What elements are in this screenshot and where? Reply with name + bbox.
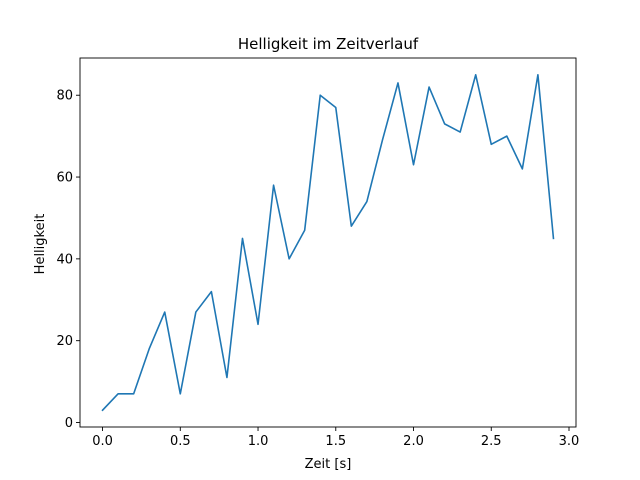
y-tick-label: 0 bbox=[65, 416, 73, 431]
plot-area bbox=[79, 57, 577, 428]
y-tick-label: 60 bbox=[56, 171, 73, 186]
plot-frame bbox=[79, 57, 577, 428]
x-tick-label: 3.0 bbox=[559, 434, 580, 449]
y-axis-label: Helligkeit bbox=[33, 214, 48, 275]
chart-title: Helligkeit im Zeitverlauf bbox=[238, 35, 419, 53]
x-tick-label: 2.0 bbox=[403, 434, 424, 449]
x-axis-label: Zeit [s] bbox=[305, 457, 352, 472]
y-tick-label: 40 bbox=[56, 252, 73, 267]
x-tick-label: 1.5 bbox=[325, 434, 346, 449]
x-axis: 0.0 0.5 1.0 1.5 2.0 2.5 3.0 bbox=[92, 427, 579, 449]
x-tick-label: 1.0 bbox=[248, 434, 269, 449]
x-tick-label: 0.5 bbox=[170, 434, 191, 449]
x-tick-label: 2.5 bbox=[481, 434, 502, 449]
y-tick-label: 80 bbox=[56, 89, 73, 104]
y-tick-label: 20 bbox=[56, 334, 73, 349]
y-axis: 0 20 40 60 80 bbox=[56, 89, 80, 431]
x-tick-label: 0.0 bbox=[92, 434, 113, 449]
series-line-0 bbox=[101, 73, 555, 412]
